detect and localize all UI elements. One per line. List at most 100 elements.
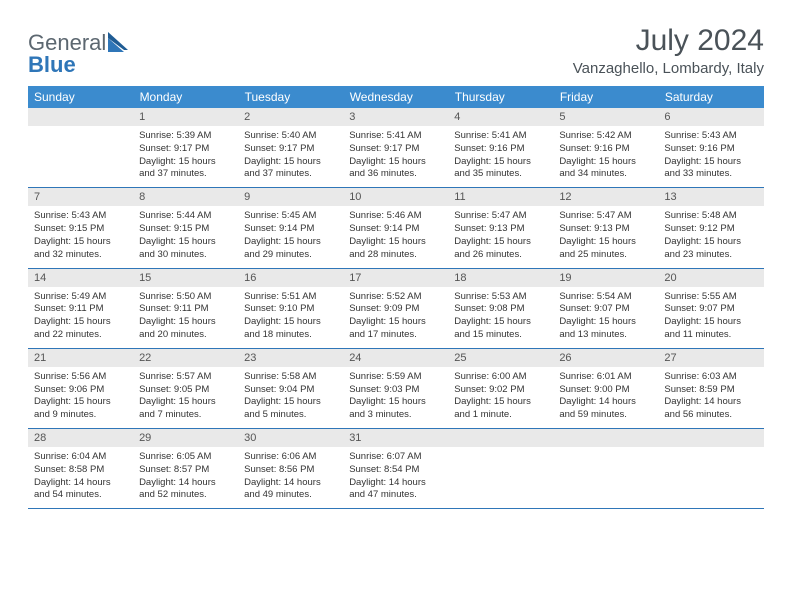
day-detail: Sunrise: 5:46 AMSunset: 9:14 PMDaylight:… <box>343 206 448 267</box>
calendar-day-cell: 7Sunrise: 5:43 AMSunset: 9:15 PMDaylight… <box>28 188 133 268</box>
day-detail: Sunrise: 5:40 AMSunset: 9:17 PMDaylight:… <box>238 126 343 187</box>
weekday-header: Thursday <box>448 86 553 108</box>
day-number: 18 <box>448 269 553 287</box>
calendar-day-cell <box>553 429 658 509</box>
day-detail <box>448 447 553 505</box>
logo: GeneralBlue <box>28 30 132 78</box>
day-detail: Sunrise: 5:50 AMSunset: 9:11 PMDaylight:… <box>133 287 238 348</box>
day-detail: Sunrise: 6:03 AMSunset: 8:59 PMDaylight:… <box>658 367 763 428</box>
calendar-day-cell: 22Sunrise: 5:57 AMSunset: 9:05 PMDayligh… <box>133 348 238 428</box>
calendar-week-row: 28Sunrise: 6:04 AMSunset: 8:58 PMDayligh… <box>28 429 764 509</box>
day-detail: Sunrise: 5:47 AMSunset: 9:13 PMDaylight:… <box>553 206 658 267</box>
day-detail: Sunrise: 5:48 AMSunset: 9:12 PMDaylight:… <box>658 206 763 267</box>
day-detail: Sunrise: 5:43 AMSunset: 9:15 PMDaylight:… <box>28 206 133 267</box>
day-number: 20 <box>658 269 763 287</box>
day-number: 19 <box>553 269 658 287</box>
day-detail: Sunrise: 5:45 AMSunset: 9:14 PMDaylight:… <box>238 206 343 267</box>
calendar-day-cell: 2Sunrise: 5:40 AMSunset: 9:17 PMDaylight… <box>238 108 343 188</box>
day-number: 26 <box>553 349 658 367</box>
calendar-day-cell: 27Sunrise: 6:03 AMSunset: 8:59 PMDayligh… <box>658 348 763 428</box>
calendar-day-cell: 9Sunrise: 5:45 AMSunset: 9:14 PMDaylight… <box>238 188 343 268</box>
day-number: 30 <box>238 429 343 447</box>
calendar-day-cell: 15Sunrise: 5:50 AMSunset: 9:11 PMDayligh… <box>133 268 238 348</box>
calendar-day-cell: 1Sunrise: 5:39 AMSunset: 9:17 PMDaylight… <box>133 108 238 188</box>
weekday-header: Monday <box>133 86 238 108</box>
weekday-header: Saturday <box>658 86 763 108</box>
day-number: 13 <box>658 188 763 206</box>
day-detail: Sunrise: 5:51 AMSunset: 9:10 PMDaylight:… <box>238 287 343 348</box>
calendar-day-cell: 12Sunrise: 5:47 AMSunset: 9:13 PMDayligh… <box>553 188 658 268</box>
calendar-day-cell: 20Sunrise: 5:55 AMSunset: 9:07 PMDayligh… <box>658 268 763 348</box>
calendar-day-cell: 18Sunrise: 5:53 AMSunset: 9:08 PMDayligh… <box>448 268 553 348</box>
day-number: 25 <box>448 349 553 367</box>
day-detail: Sunrise: 5:41 AMSunset: 9:17 PMDaylight:… <box>343 126 448 187</box>
logo-flag-icon <box>108 32 132 58</box>
calendar-day-cell: 16Sunrise: 5:51 AMSunset: 9:10 PMDayligh… <box>238 268 343 348</box>
day-detail: Sunrise: 6:07 AMSunset: 8:54 PMDaylight:… <box>343 447 448 508</box>
calendar-week-row: 7Sunrise: 5:43 AMSunset: 9:15 PMDaylight… <box>28 188 764 268</box>
day-number: 2 <box>238 108 343 126</box>
weekday-header-row: SundayMondayTuesdayWednesdayThursdayFrid… <box>28 86 764 108</box>
day-number: 22 <box>133 349 238 367</box>
day-number: 21 <box>28 349 133 367</box>
day-number <box>658 429 763 447</box>
day-number: 5 <box>553 108 658 126</box>
day-number <box>553 429 658 447</box>
calendar-day-cell: 17Sunrise: 5:52 AMSunset: 9:09 PMDayligh… <box>343 268 448 348</box>
calendar-body: 1Sunrise: 5:39 AMSunset: 9:17 PMDaylight… <box>28 108 764 509</box>
calendar-day-cell: 14Sunrise: 5:49 AMSunset: 9:11 PMDayligh… <box>28 268 133 348</box>
day-number: 6 <box>658 108 763 126</box>
day-detail: Sunrise: 5:57 AMSunset: 9:05 PMDaylight:… <box>133 367 238 428</box>
day-number: 29 <box>133 429 238 447</box>
day-detail: Sunrise: 5:43 AMSunset: 9:16 PMDaylight:… <box>658 126 763 187</box>
day-number: 3 <box>343 108 448 126</box>
calendar-day-cell: 23Sunrise: 5:58 AMSunset: 9:04 PMDayligh… <box>238 348 343 428</box>
calendar-day-cell: 13Sunrise: 5:48 AMSunset: 9:12 PMDayligh… <box>658 188 763 268</box>
day-number: 7 <box>28 188 133 206</box>
month-title: July 2024 <box>573 24 764 58</box>
day-number <box>448 429 553 447</box>
calendar-day-cell: 25Sunrise: 6:00 AMSunset: 9:02 PMDayligh… <box>448 348 553 428</box>
day-detail <box>553 447 658 505</box>
day-detail: Sunrise: 5:56 AMSunset: 9:06 PMDaylight:… <box>28 367 133 428</box>
calendar-week-row: 1Sunrise: 5:39 AMSunset: 9:17 PMDaylight… <box>28 108 764 188</box>
day-detail: Sunrise: 5:54 AMSunset: 9:07 PMDaylight:… <box>553 287 658 348</box>
day-detail: Sunrise: 5:53 AMSunset: 9:08 PMDaylight:… <box>448 287 553 348</box>
day-number: 14 <box>28 269 133 287</box>
calendar-day-cell <box>28 108 133 188</box>
calendar-day-cell: 19Sunrise: 5:54 AMSunset: 9:07 PMDayligh… <box>553 268 658 348</box>
calendar-day-cell: 6Sunrise: 5:43 AMSunset: 9:16 PMDaylight… <box>658 108 763 188</box>
day-number: 23 <box>238 349 343 367</box>
weekday-header: Wednesday <box>343 86 448 108</box>
header: GeneralBlue July 2024 Vanzaghello, Lomba… <box>28 24 764 78</box>
day-detail: Sunrise: 6:06 AMSunset: 8:56 PMDaylight:… <box>238 447 343 508</box>
calendar-day-cell: 5Sunrise: 5:42 AMSunset: 9:16 PMDaylight… <box>553 108 658 188</box>
day-number: 9 <box>238 188 343 206</box>
calendar-day-cell: 4Sunrise: 5:41 AMSunset: 9:16 PMDaylight… <box>448 108 553 188</box>
day-detail: Sunrise: 5:59 AMSunset: 9:03 PMDaylight:… <box>343 367 448 428</box>
day-detail: Sunrise: 5:52 AMSunset: 9:09 PMDaylight:… <box>343 287 448 348</box>
calendar-day-cell: 26Sunrise: 6:01 AMSunset: 9:00 PMDayligh… <box>553 348 658 428</box>
calendar-day-cell <box>448 429 553 509</box>
day-detail: Sunrise: 5:41 AMSunset: 9:16 PMDaylight:… <box>448 126 553 187</box>
day-detail: Sunrise: 6:04 AMSunset: 8:58 PMDaylight:… <box>28 447 133 508</box>
day-number: 15 <box>133 269 238 287</box>
weekday-header: Friday <box>553 86 658 108</box>
day-number: 8 <box>133 188 238 206</box>
day-number: 31 <box>343 429 448 447</box>
day-number: 17 <box>343 269 448 287</box>
calendar-day-cell: 29Sunrise: 6:05 AMSunset: 8:57 PMDayligh… <box>133 429 238 509</box>
location-subtitle: Vanzaghello, Lombardy, Italy <box>573 60 764 77</box>
calendar-day-cell <box>658 429 763 509</box>
day-detail <box>658 447 763 505</box>
calendar-day-cell: 11Sunrise: 5:47 AMSunset: 9:13 PMDayligh… <box>448 188 553 268</box>
day-number: 1 <box>133 108 238 126</box>
day-number: 16 <box>238 269 343 287</box>
day-number: 24 <box>343 349 448 367</box>
day-detail: Sunrise: 5:42 AMSunset: 9:16 PMDaylight:… <box>553 126 658 187</box>
day-detail: Sunrise: 6:00 AMSunset: 9:02 PMDaylight:… <box>448 367 553 428</box>
calendar-week-row: 21Sunrise: 5:56 AMSunset: 9:06 PMDayligh… <box>28 348 764 428</box>
weekday-header: Tuesday <box>238 86 343 108</box>
logo-text-blue: Blue <box>28 52 106 78</box>
calendar-week-row: 14Sunrise: 5:49 AMSunset: 9:11 PMDayligh… <box>28 268 764 348</box>
